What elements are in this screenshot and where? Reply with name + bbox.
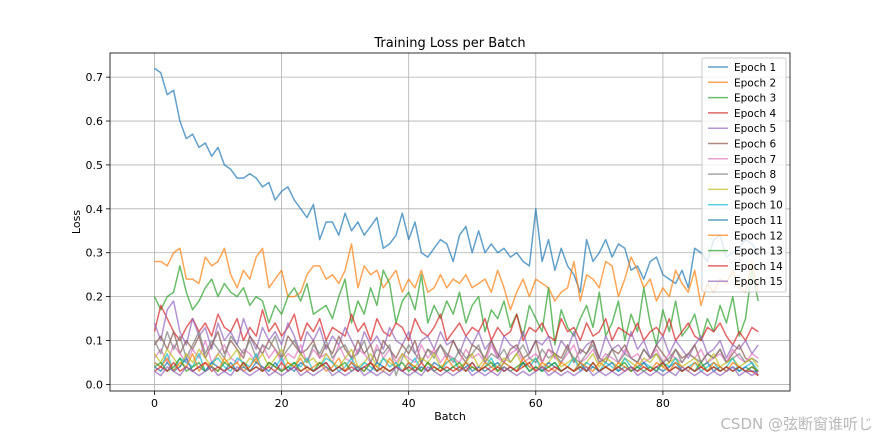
x-axis-ticks: 0 20 40 60 80 bbox=[151, 391, 670, 410]
y-tick-label: 0.1 bbox=[86, 335, 104, 348]
series-line-epoch-14 bbox=[154, 361, 759, 377]
legend-entry: Epoch 1 bbox=[734, 62, 776, 74]
legend-entry: Epoch 15 bbox=[734, 276, 783, 288]
watermark: CSDN @弦断窗谁听じ bbox=[720, 415, 873, 433]
legend-entry: Epoch 5 bbox=[734, 123, 776, 135]
legend-entry: Epoch 2 bbox=[734, 77, 776, 89]
legend-entry: Epoch 9 bbox=[734, 184, 776, 196]
x-tick-label: 20 bbox=[275, 397, 289, 410]
legend-entry: Epoch 6 bbox=[734, 139, 776, 151]
chart-title: Training Loss per Batch bbox=[373, 36, 525, 51]
y-tick-label: 0.5 bbox=[86, 159, 104, 172]
legend-box bbox=[701, 57, 787, 293]
legend-entry: Epoch 12 bbox=[734, 230, 783, 242]
y-tick-label: 0.4 bbox=[86, 203, 104, 216]
legend-entry: Epoch 4 bbox=[734, 108, 776, 120]
series-line-epoch-1 bbox=[154, 67, 759, 293]
series-line-epoch-3 bbox=[153, 265, 759, 346]
legend-entry: Epoch 3 bbox=[734, 93, 776, 105]
x-tick-label: 80 bbox=[656, 397, 670, 410]
x-tick-label: 0 bbox=[151, 397, 158, 410]
series-line-epoch-2 bbox=[154, 243, 759, 311]
series-line-epoch-6 bbox=[153, 330, 759, 376]
y-tick-label: 0.6 bbox=[86, 115, 104, 128]
series-line-epoch-9 bbox=[153, 348, 759, 368]
x-axis-label: Batch bbox=[434, 410, 466, 423]
y-axis-ticks: 0.0 0.1 0.2 0.3 0.4 0.5 0.6 0.7 bbox=[86, 71, 110, 391]
series-line-epoch-15 bbox=[154, 366, 759, 377]
y-tick-label: 0.7 bbox=[86, 71, 104, 84]
legend-entry: Epoch 11 bbox=[734, 215, 783, 227]
x-tick-label: 40 bbox=[402, 397, 416, 410]
series-lines bbox=[153, 67, 759, 377]
y-tick-label: 0.0 bbox=[86, 378, 104, 391]
x-tick-label: 60 bbox=[529, 397, 543, 410]
series-line-epoch-4 bbox=[153, 304, 759, 346]
legend: Epoch 1 Epoch 2 Epoch 3 Epoch 4 Epoch 5 Epoch… bbox=[701, 57, 787, 293]
y-axis-label: Loss bbox=[70, 210, 83, 234]
plot-frame bbox=[109, 52, 791, 392]
legend-entry: Epoch 8 bbox=[734, 169, 776, 181]
y-tick-label: 0.3 bbox=[86, 247, 104, 260]
legend-entry: Epoch 14 bbox=[734, 261, 783, 273]
grid-lines bbox=[110, 53, 790, 391]
legend-entry: Epoch 7 bbox=[734, 154, 776, 166]
legend-entry: Epoch 13 bbox=[734, 246, 783, 258]
y-tick-label: 0.2 bbox=[86, 291, 104, 304]
legend-entry: Epoch 10 bbox=[734, 200, 783, 212]
